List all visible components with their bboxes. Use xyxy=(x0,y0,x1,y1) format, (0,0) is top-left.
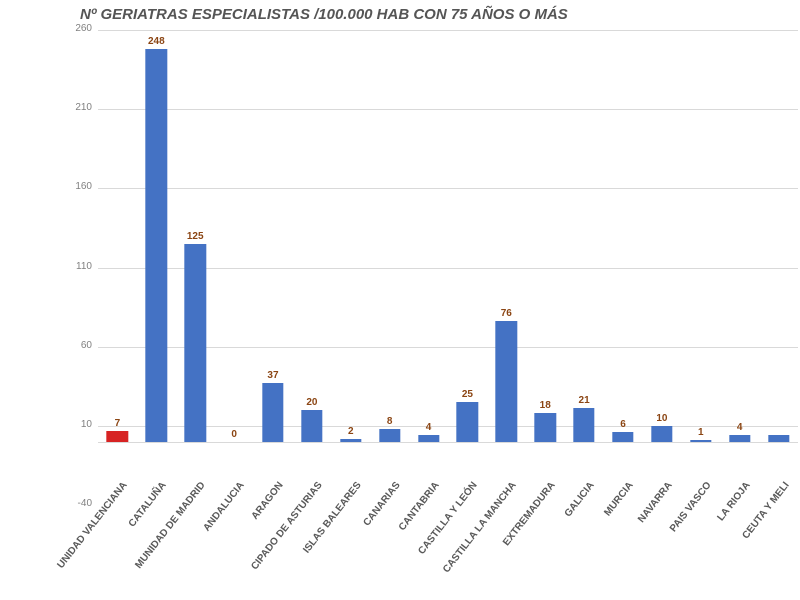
baseline xyxy=(98,442,798,443)
value-label: 21 xyxy=(579,395,590,406)
bar-slot: 1 xyxy=(681,441,720,442)
value-label: 18 xyxy=(540,400,551,411)
ytick-label: -40 xyxy=(58,498,92,509)
value-label: 25 xyxy=(462,389,473,400)
value-label: 8 xyxy=(387,416,393,427)
value-label: 4 xyxy=(737,422,743,433)
bar-slot: 25 xyxy=(448,441,487,442)
bar xyxy=(379,429,400,442)
value-label: 37 xyxy=(267,370,278,381)
bar xyxy=(418,435,439,441)
bar-slot: 125 xyxy=(176,441,215,442)
bar xyxy=(535,413,556,442)
ytick-label: 260 xyxy=(58,23,92,34)
ytick-label: 60 xyxy=(58,340,92,351)
gridline xyxy=(98,109,798,110)
value-label: 20 xyxy=(306,397,317,408)
value-label: 1 xyxy=(698,427,704,438)
chart-container: Nº GERIATRAS ESPECIALISTAS /100.000 HAB … xyxy=(0,0,800,600)
ytick-label: 10 xyxy=(58,419,92,430)
bar xyxy=(690,440,711,442)
value-label: 125 xyxy=(187,231,204,242)
bar-slot: 18 xyxy=(526,441,565,442)
gridline xyxy=(98,30,798,31)
value-label: 76 xyxy=(501,308,512,319)
value-label: 0 xyxy=(231,429,237,440)
ytick-label: 210 xyxy=(58,102,92,113)
bar xyxy=(107,431,128,442)
bar-slot: 76 xyxy=(487,441,526,442)
bar-slot: 0 xyxy=(215,441,254,442)
bar-slot: 2 xyxy=(331,441,370,442)
bar xyxy=(729,435,750,441)
bar-slot: 248 xyxy=(137,441,176,442)
bar xyxy=(262,383,283,442)
xtick-label: UNIDAD VALENCIANA xyxy=(48,480,131,581)
bar xyxy=(301,410,322,442)
value-label: 4 xyxy=(426,422,432,433)
ytick-label: 110 xyxy=(58,261,92,272)
value-label: 6 xyxy=(620,419,626,430)
bar-slot: 37 xyxy=(254,441,293,442)
value-label: 7 xyxy=(115,418,121,429)
bar xyxy=(146,49,167,442)
bar-slot: 10 xyxy=(642,441,681,442)
bar-slot xyxy=(759,441,798,442)
bar-slot: 7 xyxy=(98,441,137,442)
value-label: 248 xyxy=(148,36,165,47)
bar xyxy=(496,321,517,441)
bar xyxy=(768,435,789,441)
chart-title: Nº GERIATRAS ESPECIALISTAS /100.000 HAB … xyxy=(80,6,568,23)
bar-slot: 20 xyxy=(292,441,331,442)
bar-slot: 4 xyxy=(720,441,759,442)
plot-area: 1060110160210260-40724812503720284257618… xyxy=(98,30,798,505)
bar xyxy=(185,244,206,442)
bar xyxy=(340,439,361,442)
bar-slot: 6 xyxy=(604,441,643,442)
bar-slot: 4 xyxy=(409,441,448,442)
value-label: 2 xyxy=(348,426,354,437)
bar xyxy=(457,402,478,442)
ytick-label: 160 xyxy=(58,181,92,192)
bar xyxy=(573,408,594,441)
bar-slot: 21 xyxy=(565,441,604,442)
bar-slot: 8 xyxy=(370,441,409,442)
bar xyxy=(612,432,633,442)
bar xyxy=(651,426,672,442)
gridline xyxy=(98,188,798,189)
value-label: 10 xyxy=(656,413,667,424)
